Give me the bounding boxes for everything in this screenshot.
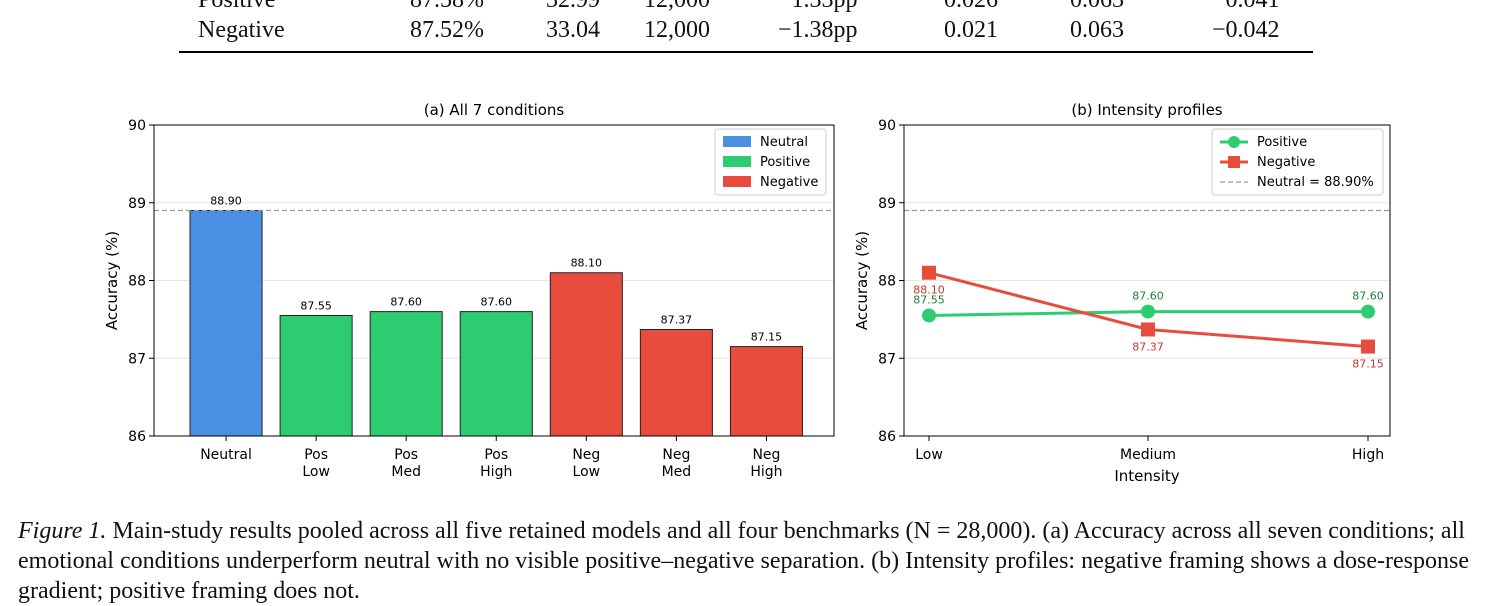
chart-a-xtick-label: Neg	[752, 447, 780, 463]
table-bottom-rule	[179, 51, 1313, 53]
chart-a-xtick-label: Pos	[394, 447, 418, 463]
chart-b-xtick-label: Medium	[1120, 447, 1176, 463]
chart-b-point-negative	[1141, 322, 1155, 337]
chart-a-legend-swatch	[723, 176, 751, 187]
results-table: Positive 87.58% 32.99 12,000 −1.33pp 0.0…	[0, 0, 1493, 60]
table-row-negative-col2: 33.04	[546, 17, 600, 43]
caption-text: Main-study results pooled across all fiv…	[18, 518, 1469, 604]
chart-a-bar	[639, 328, 713, 437]
chart-a-value-label: 87.60	[390, 296, 422, 309]
chart-b-ylabel: Accuracy (%)	[853, 231, 871, 330]
chart-a-legend-label: Negative	[760, 175, 818, 190]
table-row-positive-col2: 32.99	[546, 0, 600, 13]
chart-b-title: (b) Intensity profiles	[1071, 101, 1222, 119]
chart-a-bar	[189, 210, 263, 437]
chart-a-xtick-label: Neutral	[200, 447, 252, 463]
table-row-negative-n: 12,000	[644, 17, 710, 43]
table-row-negative-delta: −1.38pp	[778, 17, 858, 43]
table-row-positive-name: Positive	[198, 0, 276, 13]
chart-b-legend-marker-negative	[1228, 156, 1240, 168]
chart-a-bar-conditions: 868788899088.90Neutral87.55PosLow87.60Po…	[103, 101, 835, 480]
chart-a-legend-swatch	[723, 156, 751, 167]
chart-b-value-label-positive: 87.55	[913, 293, 945, 306]
chart-a-frame	[153, 124, 835, 437]
chart-b-legend: Positive Negative Neutral = 88.90%	[1211, 128, 1384, 196]
chart-b-point-positive	[922, 308, 936, 323]
chart-b-point-negative	[922, 265, 936, 280]
chart-a-value-label: 88.10	[571, 257, 603, 270]
chart-b-value-label-negative: 88.10	[913, 284, 945, 297]
chart-b-value-label-positive: 87.60	[1352, 290, 1384, 303]
chart-b-ytick-label: 89	[878, 196, 896, 212]
chart-a-xtick-label: High	[750, 464, 782, 480]
chart-a-xtick-label: Low	[302, 464, 330, 480]
chart-a-bar	[729, 346, 803, 437]
chart-a-bar	[369, 311, 443, 437]
chart-b-point-negative	[1361, 339, 1375, 354]
chart-b-legend-label: Positive	[1257, 135, 1307, 150]
chart-a-xtick-label: Low	[573, 464, 601, 480]
chart-a-ylabel: Accuracy (%)	[103, 231, 121, 330]
chart-a-xtick-label: Neg	[662, 447, 690, 463]
chart-a-title: (a) All 7 conditions	[424, 101, 565, 119]
chart-a-legend-swatch	[723, 136, 751, 147]
chart-a-xtick-label: Pos	[484, 447, 508, 463]
chart-a-value-label: 87.60	[481, 296, 513, 309]
chart-a-legend-label: Positive	[760, 155, 810, 170]
chart-a-ytick-label: 87	[128, 351, 146, 367]
chart-a-value-label: 88.90	[210, 195, 242, 208]
chart-a-value-label: 87.55	[300, 299, 332, 312]
chart-b-ytick-label: 87	[878, 351, 896, 367]
chart-b-legend-label: Negative	[1257, 155, 1315, 170]
table-row-positive-accuracy: 87.58%	[410, 0, 484, 13]
chart-a-ytick-label: 89	[128, 196, 146, 212]
chart-a-ytick-label: 88	[128, 274, 146, 290]
chart-a-xtick-label: Neg	[572, 447, 600, 463]
caption-label: Figure 1.	[18, 518, 107, 544]
figure-caption: Figure 1. Main-study results pooled acro…	[18, 516, 1478, 606]
table-row-negative-col5: 0.021	[944, 17, 998, 43]
chart-a-xtick-label: Med	[391, 464, 421, 480]
chart-b-intensity-profiles: 86 87 88 89 90 Low Medium High 87.55 87.60 87.60 88…	[853, 101, 1391, 485]
chart-a-ytick-label: 90	[128, 118, 146, 134]
chart-b-ytick-label: 88	[878, 274, 896, 290]
chart-a-bar	[459, 311, 533, 437]
chart-a-legend: Neutral Positive Negative	[714, 128, 827, 196]
chart-b-frame	[903, 124, 1391, 437]
chart-b-legend-marker-positive	[1228, 136, 1240, 148]
chart-b-ytick-label: 90	[878, 118, 896, 134]
chart-b-legend-label: Neutral = 88.90%	[1257, 175, 1374, 190]
figure-1: 868788899088.90Neutral87.55PosLow87.60Po…	[103, 101, 1391, 485]
table-row-negative-accuracy: 87.52%	[410, 17, 484, 43]
chart-a-ytick-label: 86	[128, 429, 146, 445]
table-row-positive-col7: −0.041	[1212, 0, 1280, 13]
table-row-positive-n: 12,000	[644, 0, 710, 13]
table-row-positive-col5: 0.026	[944, 0, 998, 13]
chart-a-xtick-label: Med	[662, 464, 692, 480]
chart-b-legend-frame	[1211, 128, 1384, 196]
chart-a-legend-label: Neutral	[760, 135, 808, 150]
chart-a-xtick-label: High	[480, 464, 512, 480]
chart-b-value-label-negative: 87.15	[1352, 358, 1384, 371]
chart-a-bar	[279, 314, 353, 437]
chart-a-value-label: 87.37	[661, 313, 693, 326]
chart-b-ytick-label: 86	[878, 429, 896, 445]
chart-b-xtick-label: High	[1352, 447, 1384, 463]
chart-b-xtick-label: Low	[915, 447, 943, 463]
chart-b-point-positive	[1361, 304, 1375, 319]
chart-b-value-label-positive: 87.60	[1132, 290, 1164, 303]
chart-b-xlabel: Intensity	[1114, 467, 1179, 485]
chart-b-value-label-negative: 87.37	[1132, 340, 1164, 353]
table-row-negative-col6: 0.063	[1070, 17, 1124, 43]
table-row-positive-col6: 0.063	[1070, 0, 1124, 13]
chart-a-bar	[549, 272, 623, 437]
table-row-negative-col7: −0.042	[1212, 17, 1280, 43]
table-row-positive-delta: −1.33pp	[778, 0, 858, 13]
table-row-negative-name: Negative	[198, 17, 285, 43]
chart-a-xtick-label: Pos	[304, 447, 328, 463]
chart-b-point-positive	[1141, 304, 1155, 319]
chart-a-value-label: 87.15	[751, 331, 783, 344]
